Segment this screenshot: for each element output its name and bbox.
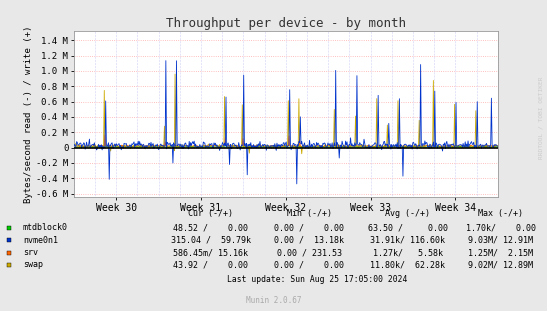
- Text: RRDTOOL / TOBI OETIKER: RRDTOOL / TOBI OETIKER: [538, 77, 543, 160]
- Text: nvme0n1: nvme0n1: [23, 236, 58, 244]
- Text: 0.00 /  13.18k: 0.00 / 13.18k: [274, 236, 344, 244]
- Text: 1.25M/  2.15M: 1.25M/ 2.15M: [468, 248, 533, 257]
- Text: 0.00 /    0.00: 0.00 / 0.00: [274, 223, 344, 232]
- Text: swap: swap: [23, 261, 43, 269]
- Text: 48.52 /    0.00: 48.52 / 0.00: [173, 223, 248, 232]
- Text: 315.04 /  59.79k: 315.04 / 59.79k: [171, 236, 251, 244]
- Text: Cur (-/+): Cur (-/+): [188, 209, 233, 217]
- Text: 31.91k/ 116.60k: 31.91k/ 116.60k: [370, 236, 445, 244]
- Text: 63.50 /     0.00: 63.50 / 0.00: [368, 223, 447, 232]
- Text: Avg (-/+): Avg (-/+): [385, 209, 430, 217]
- Text: 1.27k/   5.58k: 1.27k/ 5.58k: [373, 248, 443, 257]
- Text: mtdblock0: mtdblock0: [23, 223, 68, 232]
- Text: 9.02M/ 12.89M: 9.02M/ 12.89M: [468, 261, 533, 269]
- Text: Munin 2.0.67: Munin 2.0.67: [246, 296, 301, 304]
- Text: srv: srv: [23, 248, 38, 257]
- Text: Last update: Sun Aug 25 17:05:00 2024: Last update: Sun Aug 25 17:05:00 2024: [227, 276, 408, 284]
- Y-axis label: Bytes/second read (-) / write (+): Bytes/second read (-) / write (+): [24, 26, 33, 203]
- Text: 586.45m/ 15.16k: 586.45m/ 15.16k: [173, 248, 248, 257]
- Text: 1.70k/    0.00: 1.70k/ 0.00: [465, 223, 536, 232]
- Title: Throughput per device - by month: Throughput per device - by month: [166, 17, 406, 30]
- Text: 11.80k/  62.28k: 11.80k/ 62.28k: [370, 261, 445, 269]
- Text: 43.92 /    0.00: 43.92 / 0.00: [173, 261, 248, 269]
- Text: 0.00 /    0.00: 0.00 / 0.00: [274, 261, 344, 269]
- Text: Max (-/+): Max (-/+): [478, 209, 523, 217]
- Text: 9.03M/ 12.91M: 9.03M/ 12.91M: [468, 236, 533, 244]
- Text: Min (-/+): Min (-/+): [287, 209, 331, 217]
- Text: 0.00 / 231.53: 0.00 / 231.53: [277, 248, 341, 257]
